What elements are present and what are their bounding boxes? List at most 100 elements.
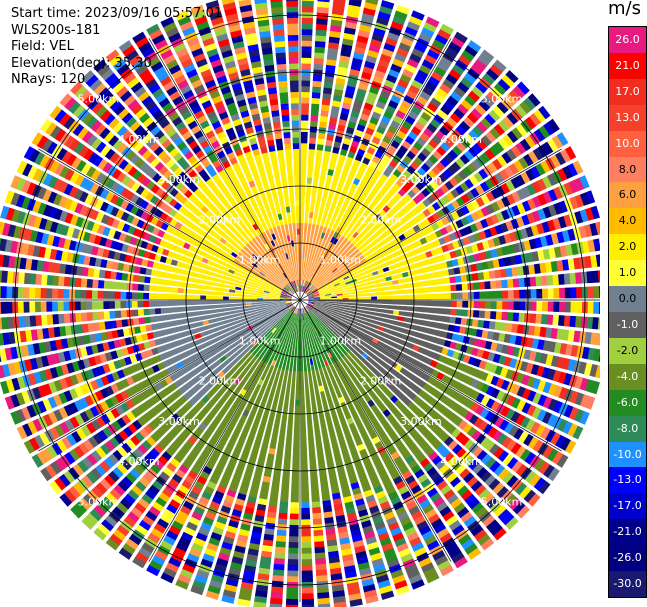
range-gate	[297, 319, 299, 327]
range-gate	[512, 312, 520, 322]
range-gate	[385, 318, 393, 324]
range-gate	[283, 346, 288, 353]
range-gate	[391, 244, 400, 252]
range-gate	[579, 209, 589, 223]
range-gate	[368, 241, 377, 248]
range-gate	[567, 329, 576, 342]
range-gate	[256, 298, 263, 300]
range-gate	[337, 124, 346, 132]
range-gate	[389, 324, 397, 331]
range-gate	[280, 495, 289, 503]
range-gate	[269, 389, 276, 397]
range-gate	[324, 276, 331, 282]
range-gate	[262, 368, 269, 376]
range-gate	[285, 444, 292, 452]
range-gate	[301, 536, 312, 543]
range-gate	[325, 278, 332, 283]
range-gate	[424, 54, 437, 65]
range-gate	[264, 375, 270, 383]
range-gate	[527, 436, 539, 450]
range-gate	[326, 269, 332, 276]
range-gate	[306, 336, 309, 343]
range-gate	[294, 319, 297, 326]
range-gate	[315, 333, 320, 340]
range-gate	[304, 376, 309, 383]
range-gate	[317, 379, 323, 387]
range-gate	[323, 266, 329, 273]
range-gate	[217, 291, 224, 296]
range-gate	[387, 446, 398, 456]
range-gate	[324, 291, 332, 295]
range-gate	[342, 304, 349, 308]
range-gate	[478, 168, 489, 180]
range-gate	[336, 159, 345, 167]
range-gate	[348, 332, 356, 339]
range-gate	[323, 150, 331, 158]
range-gate	[516, 188, 527, 201]
range-gate	[579, 377, 589, 391]
range-gate	[211, 304, 218, 309]
range-gate	[357, 206, 366, 215]
range-gate	[381, 250, 389, 257]
range-gate	[563, 214, 573, 227]
range-gate	[427, 335, 436, 343]
range-gate	[324, 268, 331, 274]
range-gate	[301, 102, 310, 110]
range-gate	[235, 283, 243, 288]
range-gate	[408, 15, 423, 26]
range-gate	[405, 294, 412, 300]
range-gate	[250, 407, 258, 415]
range-gate	[171, 294, 178, 300]
range-gate	[316, 310, 322, 316]
range-gate	[303, 234, 307, 241]
range-gate	[340, 484, 350, 493]
range-gate	[382, 230, 390, 238]
range-gate	[361, 352, 369, 359]
range-gate	[460, 511, 473, 523]
range-gate	[547, 301, 555, 312]
range-gate	[211, 291, 218, 296]
range-gate	[270, 488, 279, 496]
range-gate	[305, 347, 309, 355]
range-gate	[479, 408, 490, 419]
range-gate	[463, 150, 475, 161]
range-gate	[346, 310, 354, 314]
range-gate	[511, 127, 523, 140]
range-gate	[472, 463, 484, 475]
range-gate	[109, 533, 123, 546]
range-gate	[585, 207, 595, 221]
range-gate	[388, 521, 400, 532]
range-gate	[454, 248, 463, 257]
range-gate	[318, 289, 325, 293]
range-gate	[319, 343, 325, 350]
range-gate	[193, 403, 203, 412]
range-gate	[390, 119, 401, 130]
range-gate	[325, 260, 331, 267]
range-gate	[501, 209, 511, 221]
range-gate	[430, 492, 442, 503]
range-gate	[334, 457, 343, 465]
range-gate	[286, 427, 293, 435]
range-gate	[454, 317, 462, 325]
range-gate	[358, 286, 366, 291]
range-gate	[470, 390, 481, 401]
range-gate	[277, 318, 283, 324]
range-gate	[187, 470, 198, 480]
range-gate	[553, 287, 560, 299]
range-gate	[337, 328, 344, 335]
range-gate	[365, 0, 379, 5]
range-gate	[498, 332, 506, 343]
range-gate	[177, 294, 184, 300]
range-gate	[302, 313, 305, 321]
range-gate	[496, 390, 506, 402]
range-gate	[417, 389, 427, 399]
range-gate	[526, 212, 536, 224]
range-gate	[461, 283, 469, 291]
range-gate	[201, 417, 211, 427]
range-gate	[335, 307, 343, 311]
range-gate	[244, 404, 252, 413]
range-gate	[473, 310, 480, 318]
range-gate	[194, 305, 201, 311]
range-gate	[443, 252, 452, 261]
range-gate	[457, 506, 470, 519]
